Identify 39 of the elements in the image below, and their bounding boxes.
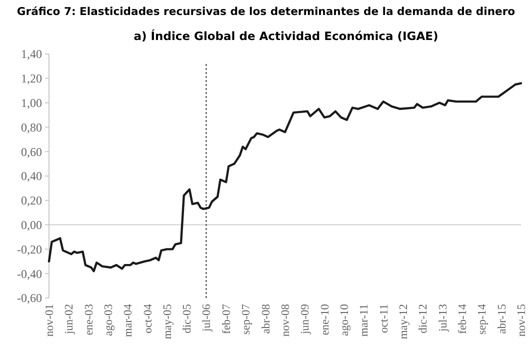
chart-title: Gráfico 7: Elasticidades recursivas de los determinantes de la demanda de dinero xyxy=(16,5,516,18)
x-tick-label: oct-04 xyxy=(142,304,154,334)
y-tick-label: 0,20 xyxy=(21,194,42,208)
x-tick-label: ene-03 xyxy=(83,304,96,336)
x-tick-label: dic-05 xyxy=(182,304,194,334)
x-tick-label: abr-08 xyxy=(260,304,272,334)
y-tick-label: 0,40 xyxy=(21,169,42,184)
x-tick-label: jun-09 xyxy=(300,304,312,336)
x-tick-label: feb-14 xyxy=(457,304,470,334)
x-tick-label: ago-10 xyxy=(338,304,351,336)
x-tick-label: abr-15 xyxy=(496,304,508,334)
x-tick-label: nov-01 xyxy=(44,304,56,337)
y-tick-label: 1,40 xyxy=(21,47,42,62)
x-tick-label: ago-03 xyxy=(102,304,115,336)
y-tick-label: -0,20 xyxy=(17,242,42,256)
y-tick-label: 0,80 xyxy=(21,120,42,134)
line-series xyxy=(48,82,522,272)
y-tick-label: 1,20 xyxy=(21,72,42,86)
x-tick-label: mar-04 xyxy=(122,304,135,337)
y-tick-label: 0,60 xyxy=(21,144,42,159)
chart-subtitle: a) Índice Global de Actividad Económica (IGAE) xyxy=(134,29,438,43)
x-tick-label: jul-06 xyxy=(201,304,214,332)
x-tick-label: ene-10 xyxy=(319,304,332,336)
x-tick-label: oct-11 xyxy=(378,304,390,333)
x-tick-label: jul-13 xyxy=(437,304,450,332)
x-tick-label: nov-08 xyxy=(280,304,292,337)
y-tick-label: -0,60 xyxy=(17,291,42,306)
x-tick-label: nov-15 xyxy=(516,304,528,337)
y-tick-label: -0,40 xyxy=(17,266,42,281)
x-tick-label: may-12 xyxy=(398,304,410,340)
x-tick-label: may-05 xyxy=(162,304,174,340)
x-tick-label: sep-07 xyxy=(240,304,253,335)
x-tick-label: jun-02 xyxy=(64,304,76,336)
y-tick-label: 0,00 xyxy=(21,218,42,232)
x-tick-label: feb-07 xyxy=(221,304,234,334)
x-tick-label: sep-14 xyxy=(476,304,489,335)
y-tick-label: 1,00 xyxy=(21,96,42,110)
x-tick-label: mar-11 xyxy=(358,304,371,337)
x-tick-label: dic-12 xyxy=(418,304,430,334)
